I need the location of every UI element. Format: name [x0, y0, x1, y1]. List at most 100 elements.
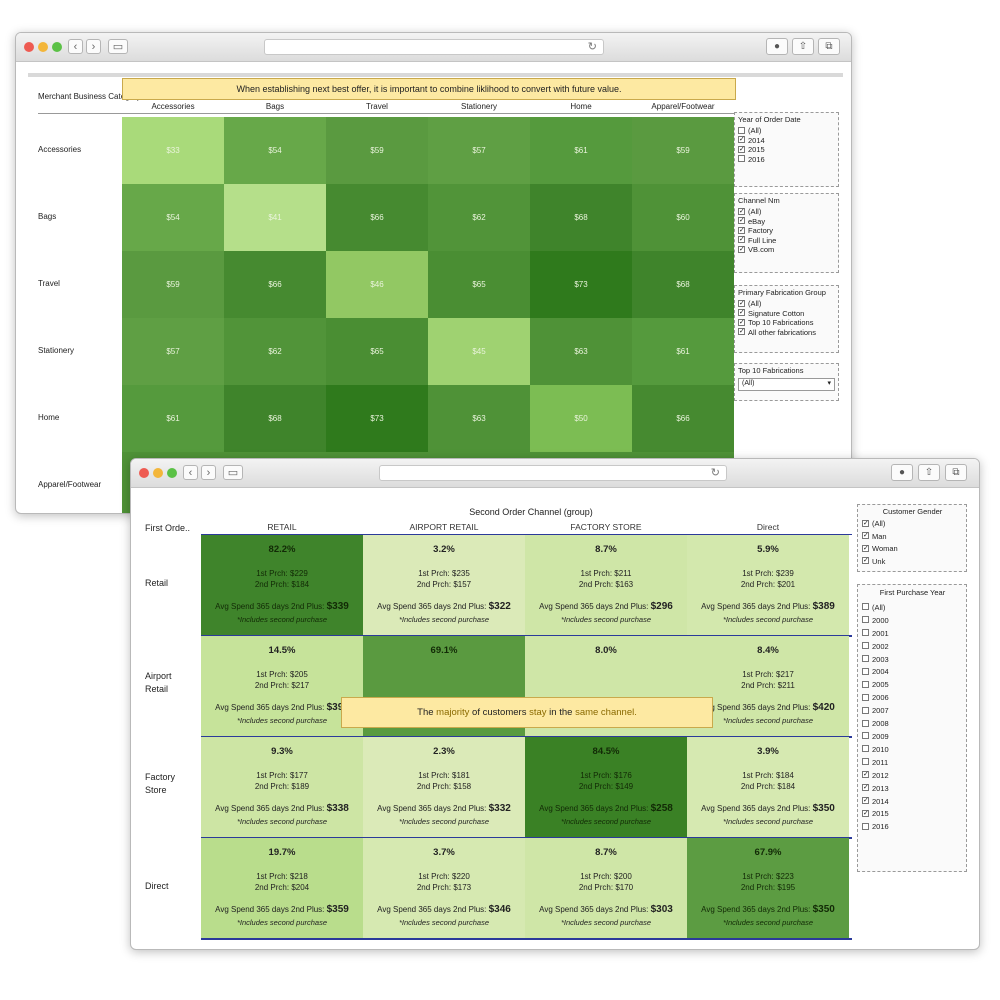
filter-option[interactable]: ✓ 2012 — [862, 770, 963, 783]
heatmap-cell[interactable]: $68 — [224, 385, 326, 452]
checkbox[interactable]: ✓ — [862, 557, 869, 565]
matrix-cell[interactable]: 82.2% 1st Prch: $229 2nd Prch: $184 Avg Spe… — [201, 535, 363, 635]
heatmap-cell[interactable]: $65 — [428, 251, 530, 318]
forward-button[interactable]: › — [86, 39, 101, 54]
checkbox[interactable]: ✓ — [738, 318, 745, 326]
close-window-icon[interactable] — [139, 468, 149, 478]
checkbox[interactable]: ✓ — [862, 784, 869, 792]
checkbox[interactable] — [862, 758, 869, 766]
matrix-cell[interactable]: 8.7% 1st Prch: $211 2nd Prch: $163 Avg Spen… — [525, 535, 687, 635]
checkbox[interactable] — [862, 603, 869, 611]
checkbox[interactable]: ✓ — [862, 797, 869, 805]
checkbox[interactable]: ✓ — [738, 299, 745, 307]
checkbox[interactable] — [862, 732, 869, 740]
heatmap-cell[interactable]: $33 — [122, 117, 224, 184]
forward-button[interactable]: › — [201, 465, 216, 480]
filter-option[interactable]: 2003 — [862, 654, 963, 667]
heatmap-cell[interactable]: $63 — [428, 385, 530, 452]
heatmap-cell[interactable]: $66 — [224, 251, 326, 318]
checkbox[interactable] — [862, 655, 869, 663]
checkbox[interactable] — [738, 155, 745, 163]
heatmap-cell[interactable]: $46 — [326, 251, 428, 318]
matrix-cell[interactable]: 3.9% 1st Prch: $184 2nd Prch: $184 Avg Spen… — [687, 737, 849, 837]
filter-option[interactable]: 2008 — [862, 718, 963, 731]
heatmap-cell[interactable]: $60 — [632, 184, 734, 251]
filter-option[interactable]: 2011 — [862, 757, 963, 770]
checkbox[interactable] — [862, 680, 869, 688]
heatmap-cell[interactable]: $65 — [326, 318, 428, 385]
checkbox[interactable] — [862, 719, 869, 727]
filter-option[interactable]: ✓ eBay — [738, 217, 835, 227]
checkbox[interactable]: ✓ — [738, 145, 745, 153]
filter-option[interactable]: 2006 — [862, 692, 963, 705]
filter-option[interactable]: 2000 — [862, 615, 963, 628]
heatmap-cell[interactable]: $57 — [428, 117, 530, 184]
heatmap-cell[interactable]: $41 — [224, 184, 326, 251]
filter-option[interactable]: ✓ Signature Cotton — [738, 309, 835, 319]
heatmap-cell[interactable]: $45 — [428, 318, 530, 385]
address-bar[interactable]: ↻ — [264, 39, 604, 55]
heatmap-cell[interactable]: $68 — [530, 184, 632, 251]
heatmap-cell[interactable]: $50 — [530, 385, 632, 452]
checkbox[interactable] — [862, 629, 869, 637]
checkbox[interactable]: ✓ — [862, 532, 869, 540]
heatmap-cell[interactable]: $61 — [122, 385, 224, 452]
share-icon[interactable]: ⇧ — [792, 38, 814, 55]
heatmap-cell[interactable]: $59 — [122, 251, 224, 318]
heatmap-cell[interactable]: $68 — [632, 251, 734, 318]
zoom-window-icon[interactable] — [167, 468, 177, 478]
download-icon[interactable]: ● — [766, 38, 788, 55]
checkbox[interactable] — [862, 616, 869, 624]
heatmap-cell[interactable]: $62 — [224, 318, 326, 385]
checkbox[interactable] — [862, 706, 869, 714]
filter-option[interactable]: ✓ VB.com — [738, 245, 835, 255]
checkbox[interactable]: ✓ — [738, 328, 745, 336]
top10-dropdown[interactable]: (All) ▾ — [738, 378, 835, 391]
heatmap-cell[interactable]: $54 — [224, 117, 326, 184]
filter-option[interactable]: 2004 — [862, 666, 963, 679]
checkbox[interactable] — [862, 642, 869, 650]
filter-option[interactable]: 2002 — [862, 641, 963, 654]
filter-option[interactable]: ✓ (All) — [738, 299, 835, 309]
heatmap-cell[interactable]: $62 — [428, 184, 530, 251]
filter-option[interactable]: ✓ 2015 — [862, 808, 963, 821]
minimize-window-icon[interactable] — [153, 468, 163, 478]
reload-icon[interactable]: ↻ — [587, 41, 597, 53]
checkbox[interactable]: ✓ — [862, 809, 869, 817]
close-window-icon[interactable] — [24, 42, 34, 52]
heatmap-cell[interactable]: $61 — [530, 117, 632, 184]
filter-option[interactable]: ✓ 2015 — [738, 145, 835, 155]
heatmap-cell[interactable]: $73 — [326, 385, 428, 452]
filter-option[interactable]: ✓ Unk — [862, 556, 963, 569]
reload-icon[interactable]: ↻ — [710, 467, 720, 479]
checkbox[interactable]: ✓ — [738, 236, 745, 244]
matrix-cell[interactable]: 5.9% 1st Prch: $239 2nd Prch: $201 Avg Spen… — [687, 535, 849, 635]
checkbox[interactable]: ✓ — [738, 245, 745, 253]
filter-option[interactable]: ✓ (All) — [738, 207, 835, 217]
matrix-cell[interactable]: 9.3% 1st Prch: $177 2nd Prch: $189 Avg Spen… — [201, 737, 363, 837]
checkbox[interactable] — [862, 667, 869, 675]
matrix-cell[interactable]: 67.9% 1st Prch: $223 2nd Prch: $195 Avg Spe… — [687, 838, 849, 938]
tabs-icon[interactable]: ⧉ — [818, 38, 840, 55]
checkbox[interactable]: ✓ — [862, 544, 869, 552]
heatmap-cell[interactable]: $59 — [632, 117, 734, 184]
heatmap-cell[interactable]: $57 — [122, 318, 224, 385]
sidebar-icon[interactable]: ▭ — [223, 465, 243, 480]
filter-option[interactable]: 2010 — [862, 744, 963, 757]
filter-option[interactable]: ✓ Woman — [862, 543, 963, 556]
share-icon[interactable]: ⇧ — [918, 464, 940, 481]
filter-option[interactable]: ✓ Factory — [738, 226, 835, 236]
checkbox[interactable]: ✓ — [738, 136, 745, 144]
back-button[interactable]: ‹ — [183, 465, 198, 480]
checkbox[interactable] — [862, 693, 869, 701]
filter-option[interactable]: 2009 — [862, 731, 963, 744]
heatmap-cell[interactable]: $63 — [530, 318, 632, 385]
filter-option[interactable]: ✓ 2014 — [862, 796, 963, 809]
heatmap-cell[interactable]: $73 — [530, 251, 632, 318]
back-button[interactable]: ‹ — [68, 39, 83, 54]
matrix-cell[interactable]: 8.7% 1st Prch: $200 2nd Prch: $170 Avg Spen… — [525, 838, 687, 938]
address-bar[interactable]: ↻ — [379, 465, 727, 481]
filter-option[interactable]: ✓ Man — [862, 531, 963, 544]
filter-option[interactable]: ✓ 2013 — [862, 783, 963, 796]
filter-option[interactable]: ✓ 2014 — [738, 136, 835, 146]
